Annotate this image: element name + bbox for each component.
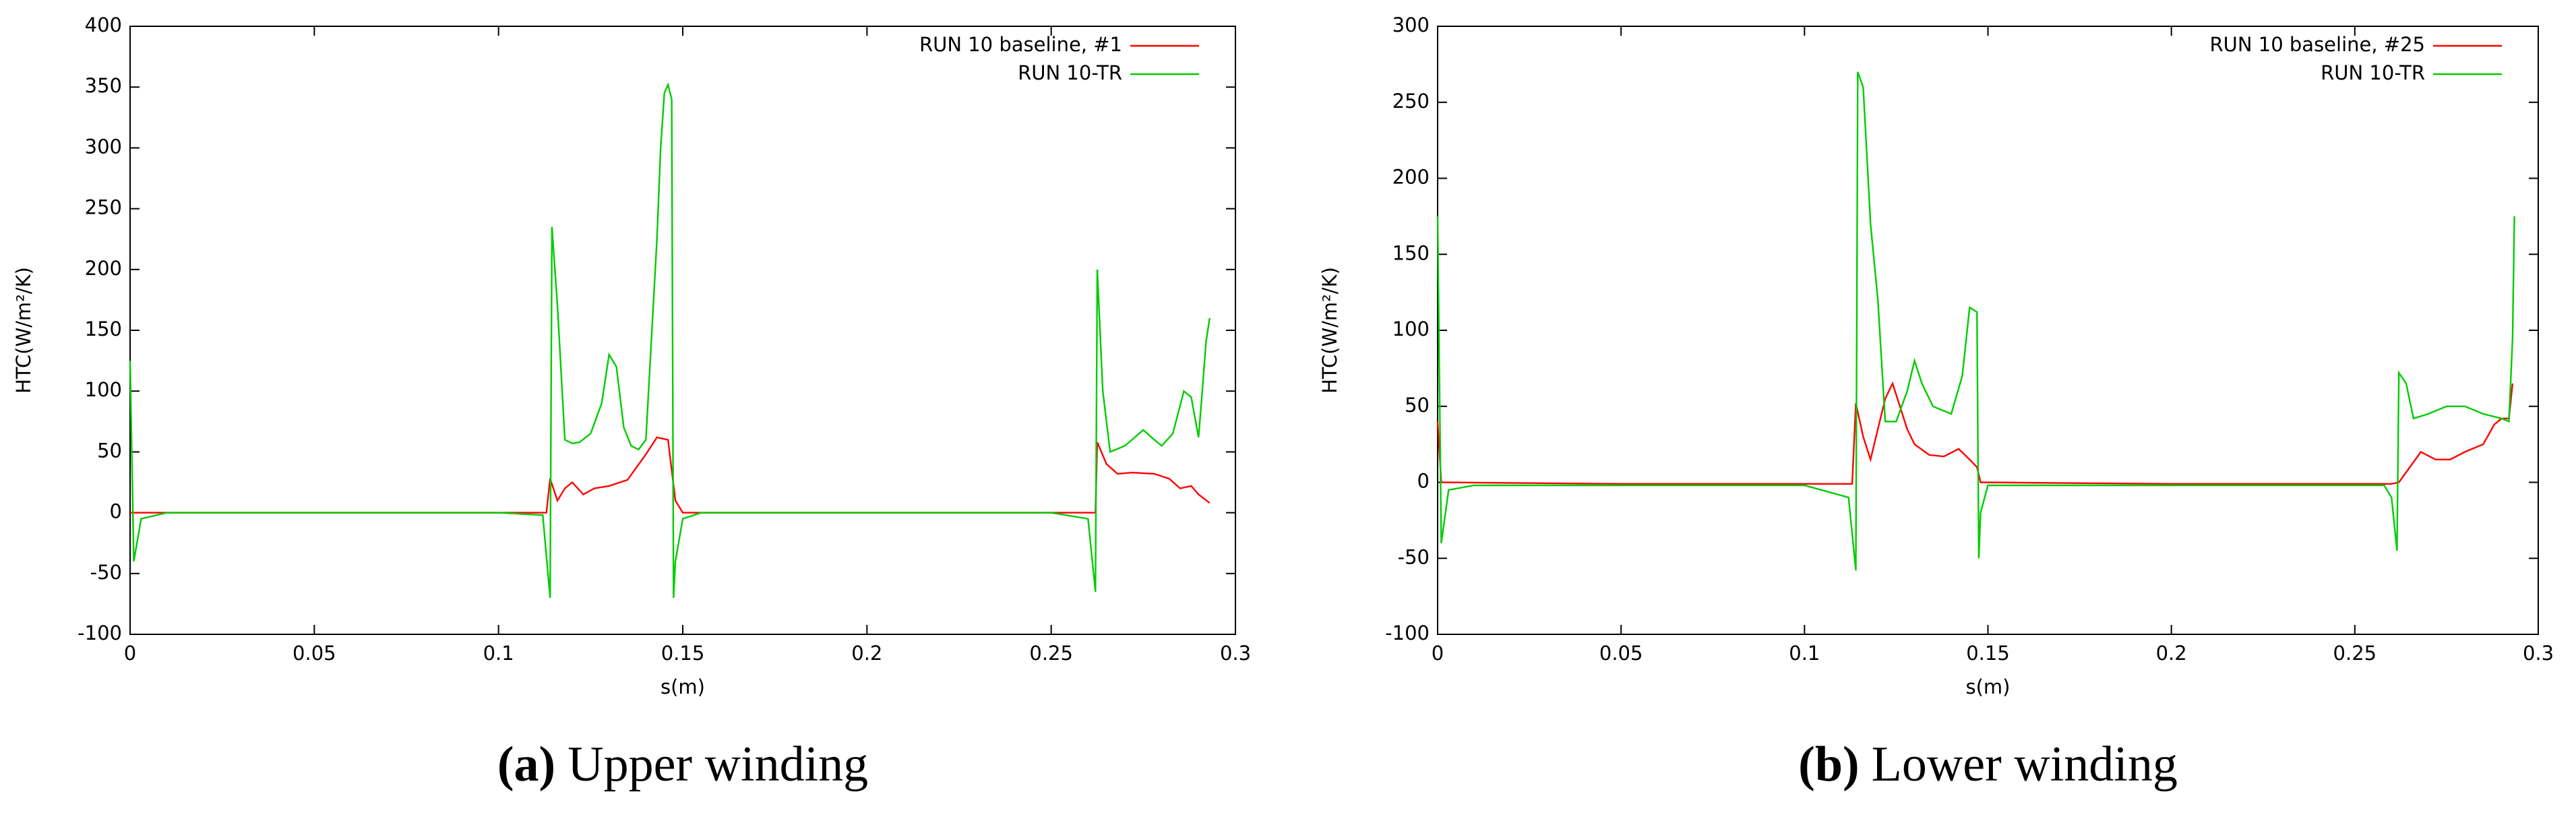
y-tick-label: 200 <box>1392 166 1430 189</box>
y-tick-label: -50 <box>90 561 122 584</box>
x-tick-label: 0.15 <box>1966 642 2010 665</box>
series-line <box>1436 71 2515 571</box>
series-line <box>1436 381 2514 485</box>
x-tick-label: 0 <box>1432 642 1444 665</box>
x-axis-label: s(m) <box>661 675 705 698</box>
caption-label: (b) <box>1798 737 1859 792</box>
y-tick-label: 150 <box>1392 241 1430 264</box>
x-tick-label: 0.3 <box>2523 642 2554 665</box>
x-tick-label: 0.05 <box>293 642 336 665</box>
legend-label: RUN 10 baseline, #25 <box>2209 33 2425 56</box>
x-tick-label: 0.2 <box>851 642 882 665</box>
x-axis-label: s(m) <box>1966 675 2011 698</box>
x-tick-label: 0.05 <box>1599 642 1643 665</box>
x-tick-label: 0.25 <box>2333 642 2377 665</box>
y-tick-label: 50 <box>97 439 122 462</box>
legend-label: RUN 10-TR <box>1018 61 1122 84</box>
plot-frame <box>1437 26 2539 635</box>
y-tick-label: 300 <box>85 135 122 158</box>
y-axis-label: HTC(W/m²/K) <box>1318 267 1341 394</box>
y-tick-label: 250 <box>85 196 122 219</box>
caption-text: Lower winding <box>1872 737 2178 792</box>
x-tick-label: 0.25 <box>1029 642 1073 665</box>
plot-frame <box>129 26 1236 635</box>
y-tick-label: 100 <box>85 378 122 401</box>
chart: -100 -50 0 50 100 150 200 250 300 0 0.05 0.1 0.15 0.2… <box>1318 13 2554 792</box>
y-tick-label: -100 <box>1385 622 1430 644</box>
y-axis-label: HTC(W/m²/K) <box>12 267 35 394</box>
x-tick-label: 0.3 <box>1220 642 1251 665</box>
y-tick-label: -100 <box>78 622 122 644</box>
caption-text: Upper winding <box>568 737 868 792</box>
x-tick-label: 0.15 <box>661 642 705 665</box>
y-tick-label: 300 <box>1392 13 1430 36</box>
y-tick-label: 400 <box>85 13 122 36</box>
legend-label: RUN 10-TR <box>2321 61 2425 84</box>
y-tick-label: -50 <box>1398 545 1430 568</box>
chart: -100 -50 0 50 100 150 200 250 300 350 400 0 0.05 0.1 0… <box>12 13 1251 792</box>
y-tick-label: 200 <box>85 257 122 280</box>
y-tick-label: 0 <box>1417 470 1430 493</box>
y-tick-label: 250 <box>1392 90 1430 113</box>
legend-label: RUN 10 baseline, #1 <box>919 33 1122 56</box>
caption: (b) Lower winding <box>1798 737 2178 792</box>
x-tick-label: 0.2 <box>2156 642 2187 665</box>
y-tick-label: 0 <box>110 500 122 523</box>
y-tick-label: 100 <box>1392 317 1430 340</box>
caption-label: (a) <box>497 737 555 792</box>
caption: (a) Upper winding <box>497 737 868 792</box>
y-tick-label: 150 <box>85 317 122 340</box>
x-tick-label: 0 <box>124 642 136 665</box>
y-tick-label: 350 <box>85 74 122 97</box>
y-tick-label: 50 <box>1405 394 1430 417</box>
series-line <box>130 436 1210 514</box>
x-tick-label: 0.1 <box>1789 642 1820 665</box>
x-tick-label: 0.1 <box>483 642 514 665</box>
series-line <box>129 82 1210 599</box>
